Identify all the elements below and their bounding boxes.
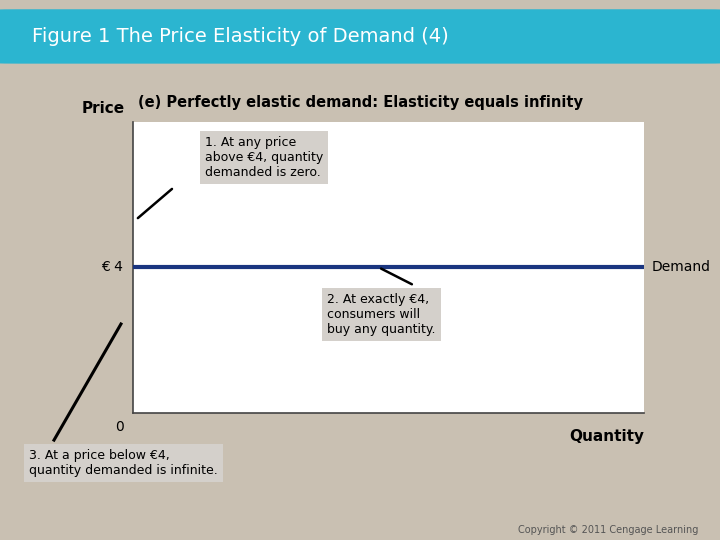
- Text: Demand: Demand: [652, 260, 711, 274]
- Text: 2. At exactly €4,
consumers will
buy any quantity.: 2. At exactly €4, consumers will buy any…: [328, 293, 436, 336]
- Text: (e) Perfectly elastic demand: Elasticity equals infinity: (e) Perfectly elastic demand: Elasticity…: [138, 95, 582, 110]
- Text: 3. At a price below €4,
quantity demanded is infinite.: 3. At a price below €4, quantity demande…: [29, 449, 217, 477]
- Text: 1. At any price
above €4, quantity
demanded is zero.: 1. At any price above €4, quantity deman…: [204, 136, 323, 179]
- Text: Figure 1 The Price Elasticity of Demand (4): Figure 1 The Price Elasticity of Demand …: [32, 27, 449, 46]
- Text: € 4: € 4: [101, 260, 123, 274]
- Text: Copyright © 2011 Cengage Learning: Copyright © 2011 Cengage Learning: [518, 524, 698, 535]
- Text: Price: Price: [82, 100, 125, 116]
- FancyBboxPatch shape: [0, 9, 720, 64]
- Text: Quantity: Quantity: [570, 429, 644, 444]
- Text: 0: 0: [115, 420, 124, 434]
